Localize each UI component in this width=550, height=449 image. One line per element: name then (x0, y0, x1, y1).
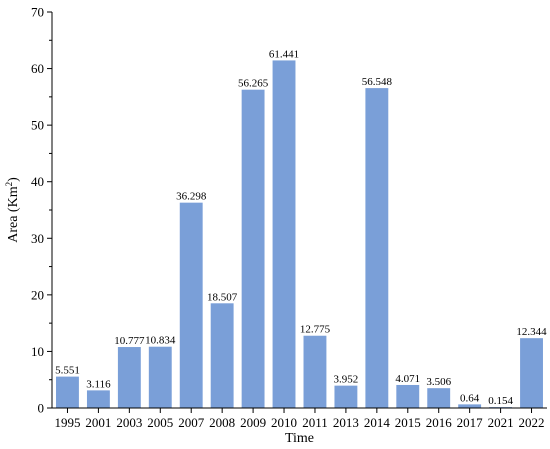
x-tick-label-2007: 2007 (178, 415, 205, 430)
bar-2013 (334, 385, 358, 408)
x-tick-label-2016: 2016 (426, 415, 453, 430)
bar-2010 (272, 60, 296, 409)
bar-2008 (210, 303, 234, 408)
x-tick-label-2013: 2013 (333, 415, 359, 430)
x-tick-label-2003: 2003 (116, 415, 142, 430)
data-label-2005: 10.834 (145, 335, 176, 347)
y-tick-label: 30 (31, 231, 44, 246)
x-tick-label-2021: 2021 (488, 415, 514, 430)
bar-2009 (241, 89, 265, 408)
data-label-2009: 56.265 (238, 78, 269, 90)
y-tick-label: 20 (31, 287, 44, 302)
bar-2017 (458, 404, 482, 408)
data-label-2014: 56.548 (362, 76, 393, 88)
bar-2015 (396, 384, 420, 408)
y-axis-title-superscript: 2 (4, 182, 14, 187)
x-tick-label-2009: 2009 (240, 415, 266, 430)
y-axis-ticks: 0 10 20 30 40 50 60 70 (31, 5, 52, 416)
bar-2005 (148, 346, 172, 408)
x-tick-label-2010: 2010 (271, 415, 297, 430)
x-tick-label-2005: 2005 (147, 415, 173, 430)
data-label-2003: 10.777 (114, 335, 145, 347)
y-tick-label: 0 (38, 401, 45, 416)
data-label-2016: 3.506 (426, 376, 451, 388)
data-label-2011: 12.775 (300, 324, 331, 336)
y-axis-title: Area (Km2) (4, 177, 21, 243)
bar-2014 (365, 88, 389, 408)
data-label-2001: 3.116 (86, 378, 111, 390)
x-tick-label-2015: 2015 (395, 415, 421, 430)
bar-2011 (303, 335, 327, 408)
y-tick-label: 70 (31, 5, 44, 20)
x-tick-label-2022: 2022 (519, 415, 545, 430)
bar-1995 (56, 376, 79, 408)
y-tick-label: 40 (31, 174, 44, 189)
bar-2016 (427, 388, 451, 408)
data-label-2015: 4.071 (395, 373, 420, 385)
bar-2001 (86, 390, 110, 408)
y-axis-title-base: Area (Km (6, 186, 21, 242)
y-tick-label: 50 (31, 118, 44, 133)
data-label-1995: 5.551 (55, 365, 80, 377)
x-tick-label-1995: 1995 (54, 415, 80, 430)
bar-2003 (117, 347, 141, 408)
data-label-2013: 3.952 (334, 374, 359, 386)
data-label-2021: 0.154 (488, 395, 513, 407)
bar-2022 (520, 338, 543, 408)
y-tick-label: 10 (31, 344, 44, 359)
x-axis-title: Time (285, 431, 314, 446)
x-axis-ticks: 1995 2001 2003 2005 2007 2008 2009 2010 2011 2013… (54, 408, 545, 430)
y-axis-title-close: ) (6, 177, 21, 182)
data-label-2022: 12.344 (516, 326, 547, 338)
data-label-2017: 0.64 (460, 392, 480, 404)
bar-2007 (179, 202, 203, 408)
x-tick-label-2014: 2014 (364, 415, 391, 430)
y-tick-label: 60 (31, 61, 44, 76)
x-tick-label-2001: 2001 (85, 415, 111, 430)
x-tick-label-2017: 2017 (457, 415, 484, 430)
data-label-2010: 61.441 (269, 48, 299, 60)
data-labels: 5.551 3.116 10.777 10.834 36.298 18.507 56.265… (55, 48, 547, 407)
bars (56, 60, 543, 409)
data-label-2008: 18.507 (207, 291, 238, 303)
x-tick-label-2008: 2008 (209, 415, 235, 430)
data-label-2007: 36.298 (176, 191, 207, 203)
x-tick-label-2011: 2011 (302, 415, 328, 430)
